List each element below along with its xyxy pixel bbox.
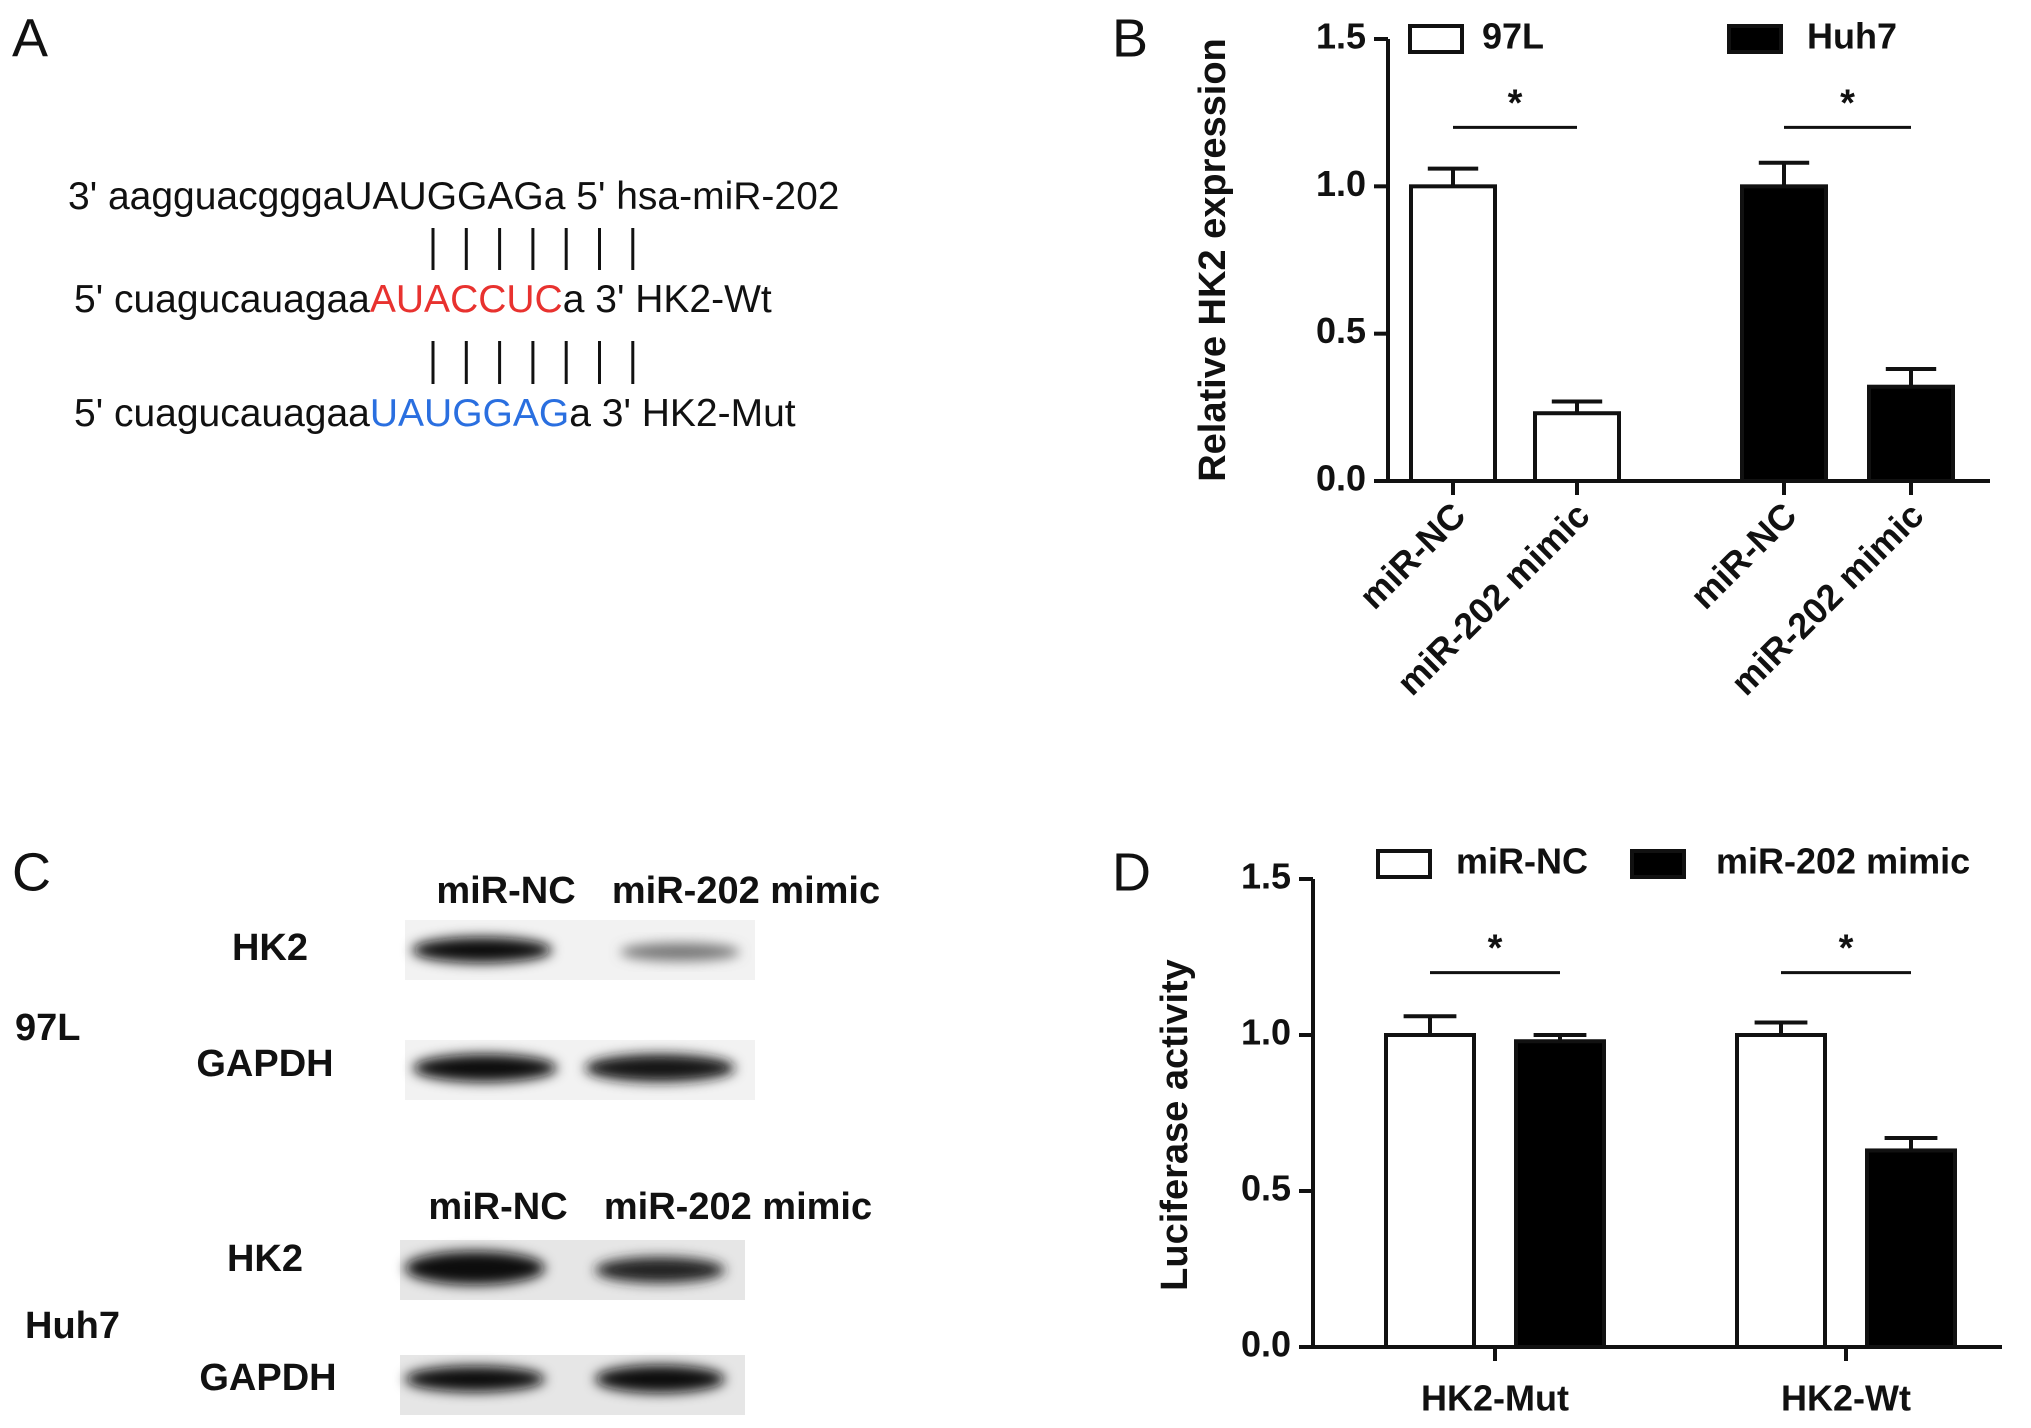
y-tick-label: 1.0 [1316,163,1366,204]
bar [1735,1033,1827,1349]
band-label: GAPDH [196,1043,333,1085]
panel-label: B [1112,8,1148,68]
sequence-row: 3' aagguacgggaUAUGGAGa 5' hsa-miR-202 [68,175,840,218]
legend-swatch [1408,24,1464,54]
sequence-row: 5' cuagucauagaaAUACCUCa 3' HK2-Wt [74,278,772,321]
sequence-prefix: 3' aagguacggga [68,175,345,218]
bar [1865,1148,1957,1349]
cell-line-label: 97L [15,1007,80,1049]
legend-label: 97L [1482,16,1544,57]
lane-label: miR-NC [436,870,575,912]
blot-image [400,920,755,1415]
y-axis-label: Luciferase activity [1154,959,1196,1291]
sequence-prefix: 5' cuagucauagaa [74,278,370,321]
bar [1533,411,1621,483]
sequence-suffix: a 3' HK2-Mut [569,392,796,435]
sequence-suffix: a 3' HK2-Wt [563,278,772,321]
sequence-motif: UAUGGAG [344,175,543,218]
sequence-row: 5' cuagucauagaaUAUGGAGa 3' HK2-Mut [74,392,796,435]
y-tick-label: 1.0 [1241,1012,1291,1053]
lane-label: miR-202 mimic [604,1186,872,1228]
bar [1384,1033,1476,1349]
lane-label: miR-202 mimic [612,870,880,912]
sequence-motif: AUACCUC [370,278,563,321]
bar [1867,384,1955,483]
x-tick-label: HK2-Mut [1421,1378,1569,1419]
significance-marker: * [1488,928,1503,970]
legend-label: Huh7 [1807,16,1897,57]
x-tick-label: miR-NC [1351,494,1473,616]
x-tick-label: miR-NC [1682,494,1804,616]
y-axis-label: Relative HK2 expression [1192,38,1234,482]
lane-label: miR-NC [428,1186,567,1228]
y-tick-label: 0.5 [1241,1168,1291,1209]
band-label: HK2 [232,927,308,969]
sequence-suffix: a 5' hsa-miR-202 [544,175,840,218]
bar [1409,184,1497,483]
bar [1740,184,1828,483]
significance-marker: * [1840,82,1855,124]
legend-label: miR-NC [1456,841,1588,882]
panel-label: C [12,842,51,902]
y-tick-label: 1.5 [1316,16,1366,57]
sequence-motif: UAUGGAG [370,392,569,435]
band-label: GAPDH [199,1357,336,1399]
panel-label: A [12,8,48,68]
significance-marker: * [1508,82,1523,124]
bar [1514,1039,1606,1349]
y-tick-label: 0.0 [1241,1324,1291,1365]
sequence-prefix: 5' cuagucauagaa [74,392,370,435]
significance-marker: * [1839,928,1854,970]
y-tick-label: 0.0 [1316,458,1366,499]
x-tick-label: HK2-Wt [1781,1378,1911,1419]
y-tick-label: 0.5 [1316,310,1366,351]
panel-label: D [1112,842,1151,902]
band-label: HK2 [227,1238,303,1280]
legend-swatch [1630,849,1686,879]
legend-swatch [1727,24,1783,54]
cell-line-label: Huh7 [25,1305,120,1347]
y-tick-label: 1.5 [1241,856,1291,897]
base-pairing-lines [431,228,635,384]
legend-label: miR-202 mimic [1716,841,1970,882]
legend-swatch [1376,849,1432,879]
